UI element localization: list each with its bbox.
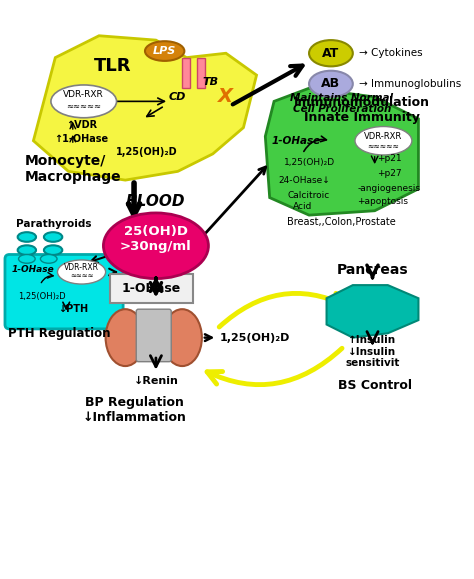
Text: X: X bbox=[219, 87, 233, 107]
Text: 25(OH)D
>30ng/ml: 25(OH)D >30ng/ml bbox=[120, 225, 192, 253]
Ellipse shape bbox=[103, 213, 209, 278]
Text: Monocyte/
Macrophage: Monocyte/ Macrophage bbox=[25, 154, 121, 184]
Text: ≈≈≈≈≈: ≈≈≈≈≈ bbox=[66, 101, 101, 110]
Text: 1-OHase: 1-OHase bbox=[122, 282, 181, 295]
Text: ↑1-OHase: ↑1-OHase bbox=[55, 134, 109, 144]
Text: Parathyroids: Parathyroids bbox=[16, 219, 91, 229]
Text: BS Control: BS Control bbox=[337, 379, 412, 392]
Ellipse shape bbox=[106, 309, 145, 366]
Polygon shape bbox=[265, 88, 419, 215]
Text: -angiogenesis: -angiogenesis bbox=[357, 184, 420, 193]
Text: VDR-RXR: VDR-RXR bbox=[365, 132, 402, 141]
Ellipse shape bbox=[18, 255, 35, 263]
Text: +p27: +p27 bbox=[377, 169, 401, 178]
Text: AT: AT bbox=[322, 47, 339, 60]
Text: Breast,,Colon,Prostate: Breast,,Colon,Prostate bbox=[288, 217, 396, 227]
Text: 1,25(OH)₂D: 1,25(OH)₂D bbox=[18, 292, 66, 301]
Ellipse shape bbox=[309, 71, 353, 97]
Text: ↑Insulin: ↑Insulin bbox=[348, 335, 397, 345]
Ellipse shape bbox=[145, 41, 184, 61]
Text: 1-OHase: 1-OHase bbox=[12, 265, 55, 274]
Text: ↓PTH: ↓PTH bbox=[58, 304, 88, 314]
Polygon shape bbox=[327, 285, 419, 338]
Text: TLR: TLR bbox=[93, 57, 131, 75]
FancyBboxPatch shape bbox=[198, 57, 205, 88]
Ellipse shape bbox=[40, 255, 57, 263]
Text: ↓Insulin
sensitivit: ↓Insulin sensitivit bbox=[345, 346, 400, 368]
Text: PTH Regulation: PTH Regulation bbox=[9, 327, 111, 340]
Ellipse shape bbox=[44, 232, 62, 242]
Text: Calcitroic: Calcitroic bbox=[288, 191, 330, 200]
Text: ↓Renin: ↓Renin bbox=[134, 376, 178, 386]
Ellipse shape bbox=[18, 245, 36, 255]
Text: LPS: LPS bbox=[153, 46, 176, 56]
Text: 1,25(OH)₂D: 1,25(OH)₂D bbox=[283, 158, 335, 167]
Text: CD: CD bbox=[169, 92, 186, 102]
Text: ≈≈≈≈: ≈≈≈≈ bbox=[70, 273, 93, 278]
FancyBboxPatch shape bbox=[182, 57, 190, 88]
Ellipse shape bbox=[309, 40, 353, 67]
Ellipse shape bbox=[51, 85, 117, 118]
Text: 24-OHase↓: 24-OHase↓ bbox=[279, 175, 330, 185]
Text: AB: AB bbox=[321, 78, 340, 90]
Text: +apoptosis: +apoptosis bbox=[357, 197, 408, 207]
Text: Pancreas: Pancreas bbox=[337, 263, 408, 277]
Text: 1,25(OH)₂D: 1,25(OH)₂D bbox=[219, 332, 290, 343]
Text: TB: TB bbox=[202, 76, 219, 87]
Polygon shape bbox=[33, 36, 256, 180]
FancyBboxPatch shape bbox=[5, 255, 123, 329]
Text: → Immunoglobulins: → Immunoglobulins bbox=[359, 79, 462, 89]
Ellipse shape bbox=[355, 127, 412, 155]
Text: → Cytokines: → Cytokines bbox=[359, 48, 423, 58]
Ellipse shape bbox=[44, 245, 62, 255]
Text: ↑VDR: ↑VDR bbox=[66, 120, 97, 130]
Text: +p21: +p21 bbox=[377, 154, 401, 163]
Text: Acid: Acid bbox=[293, 202, 312, 211]
Ellipse shape bbox=[163, 309, 202, 366]
Text: VDR-RXR: VDR-RXR bbox=[64, 90, 104, 100]
Ellipse shape bbox=[18, 232, 36, 242]
Text: BLOOD: BLOOD bbox=[126, 195, 186, 210]
Text: 1-OHase: 1-OHase bbox=[272, 135, 320, 146]
Text: ≈≈≈≈≈: ≈≈≈≈≈ bbox=[367, 141, 400, 149]
Text: Maintains Normal
Cell Proliferation: Maintains Normal Cell Proliferation bbox=[291, 93, 393, 114]
Text: BP Regulation
↓Inflammation: BP Regulation ↓Inflammation bbox=[82, 396, 186, 424]
Text: VDR-RXR: VDR-RXR bbox=[64, 263, 99, 272]
FancyBboxPatch shape bbox=[110, 274, 193, 303]
Ellipse shape bbox=[57, 260, 106, 284]
Text: Immunomodulation
Innate Immunity: Immunomodulation Innate Immunity bbox=[293, 96, 429, 124]
FancyBboxPatch shape bbox=[136, 309, 171, 362]
Text: 1,25(OH)₂D: 1,25(OH)₂D bbox=[116, 146, 178, 157]
